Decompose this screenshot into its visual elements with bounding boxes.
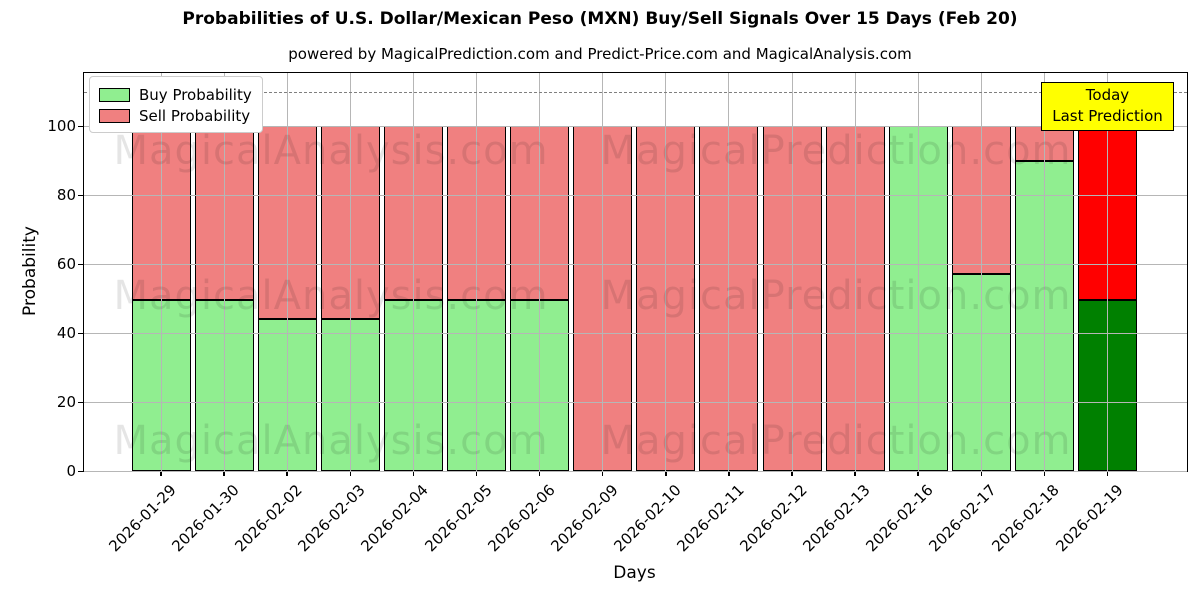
x-axis-label: Days bbox=[613, 563, 656, 583]
y-tick-label: 100 bbox=[47, 117, 76, 136]
plot-area: Buy Probability Sell Probability Today L… bbox=[47, 72, 1188, 555]
x-tick-label: 2026-02-12 bbox=[736, 481, 811, 556]
chart-subtitle: powered by MagicalPrediction.com and Pre… bbox=[288, 45, 912, 63]
watermark-text: MagicalAnalysis.com bbox=[113, 418, 549, 464]
x-tick-mark bbox=[980, 471, 983, 476]
x-gridline bbox=[917, 73, 919, 471]
annotation-line-today: Today bbox=[1085, 86, 1130, 104]
x-gridline bbox=[223, 73, 225, 471]
y-tick-mark bbox=[78, 332, 84, 335]
watermark-text: MagicalPrediction.com bbox=[600, 418, 1072, 464]
y-gridline bbox=[84, 264, 1187, 266]
x-gridline bbox=[539, 73, 541, 471]
x-tick-mark bbox=[538, 471, 541, 476]
sell-swatch-icon bbox=[99, 108, 130, 123]
y-tick-mark bbox=[78, 401, 84, 404]
dashed-threshold-line bbox=[84, 91, 1187, 93]
x-gridline bbox=[349, 73, 351, 471]
legend-label-buy: Buy Probability bbox=[139, 85, 252, 104]
x-tick-label: 2026-02-17 bbox=[925, 481, 1001, 556]
x-tick-mark bbox=[917, 471, 919, 476]
y-tick-mark bbox=[78, 470, 84, 472]
x-gridline bbox=[160, 73, 162, 471]
y-tick-label: 0 bbox=[66, 462, 76, 480]
x-gridline bbox=[728, 73, 730, 471]
buy-swatch-icon bbox=[99, 87, 130, 102]
y-tick-label: 80 bbox=[56, 186, 76, 205]
annotation-line-last-prediction: Last Prediction bbox=[1052, 107, 1163, 125]
x-tick-mark bbox=[1106, 471, 1109, 476]
x-tick-mark bbox=[601, 471, 604, 476]
x-gridline bbox=[476, 73, 477, 471]
x-gridline bbox=[1107, 73, 1108, 471]
watermark-text: MagicalPrediction.com bbox=[600, 128, 1072, 174]
watermark-text: MagicalAnalysis.com bbox=[113, 128, 549, 174]
y-tick-label: 60 bbox=[56, 255, 76, 274]
y-tick-label: 40 bbox=[56, 324, 76, 343]
x-tick-mark bbox=[412, 471, 415, 476]
x-tick-mark bbox=[1043, 471, 1046, 476]
y-tick-mark bbox=[78, 125, 84, 128]
legend: Buy Probability Sell Probability bbox=[89, 76, 263, 133]
y-gridline bbox=[84, 195, 1187, 197]
legend-entry-buy: Buy Probability bbox=[99, 84, 252, 105]
x-gridline bbox=[665, 73, 667, 471]
x-gridline bbox=[854, 73, 856, 471]
y-gridline bbox=[84, 126, 1187, 128]
y-gridline bbox=[84, 333, 1187, 335]
x-gridline bbox=[980, 73, 982, 471]
x-tick-mark bbox=[854, 471, 856, 476]
x-gridline bbox=[1043, 73, 1045, 471]
x-gridline bbox=[286, 73, 288, 471]
y-tick-mark bbox=[78, 194, 84, 197]
y-tick-mark bbox=[78, 263, 84, 266]
x-tick-label: 2026-02-10 bbox=[610, 481, 685, 556]
x-tick-label: 2026-01-30 bbox=[168, 481, 243, 556]
y-gridline bbox=[84, 471, 1187, 472]
x-tick-mark bbox=[223, 471, 225, 476]
x-tick-mark bbox=[286, 471, 288, 476]
x-gridline bbox=[602, 73, 604, 471]
x-gridline bbox=[412, 73, 414, 471]
legend-label-sell: Sell Probability bbox=[139, 106, 251, 125]
x-tick-label: 2026-02-02 bbox=[231, 481, 306, 556]
legend-entry-sell: Sell Probability bbox=[99, 105, 252, 126]
x-tick-mark bbox=[475, 471, 478, 476]
x-tick-mark bbox=[728, 471, 730, 476]
x-tick-label: 2026-02-13 bbox=[799, 481, 874, 556]
x-tick-label: 2026-02-03 bbox=[294, 481, 370, 556]
y-gridline bbox=[84, 402, 1187, 404]
x-tick-mark bbox=[665, 471, 667, 476]
x-tick-mark bbox=[160, 471, 162, 476]
today-annotation: Today Last Prediction bbox=[1041, 82, 1174, 131]
x-tick-label: 2026-02-18 bbox=[988, 481, 1064, 556]
x-tick-label: 2026-02-11 bbox=[673, 481, 748, 556]
watermark-text: MagicalPrediction.com bbox=[600, 273, 1072, 319]
x-tick-mark bbox=[791, 471, 793, 476]
x-tick-label: 2026-02-05 bbox=[420, 481, 496, 556]
y-tick-label: 20 bbox=[56, 393, 76, 412]
x-tick-label: 2026-02-16 bbox=[862, 481, 937, 556]
watermark-text: MagicalAnalysis.com bbox=[113, 273, 549, 319]
x-gridline bbox=[791, 73, 793, 471]
chart-title: Probabilities of U.S. Dollar/Mexican Pes… bbox=[182, 9, 1018, 29]
x-tick-label: 2026-02-19 bbox=[1051, 481, 1127, 556]
x-tick-label: 2026-02-09 bbox=[547, 481, 622, 556]
x-tick-label: 2026-01-29 bbox=[105, 481, 180, 556]
x-tick-mark bbox=[349, 471, 352, 476]
x-tick-label: 2026-02-04 bbox=[357, 481, 433, 556]
